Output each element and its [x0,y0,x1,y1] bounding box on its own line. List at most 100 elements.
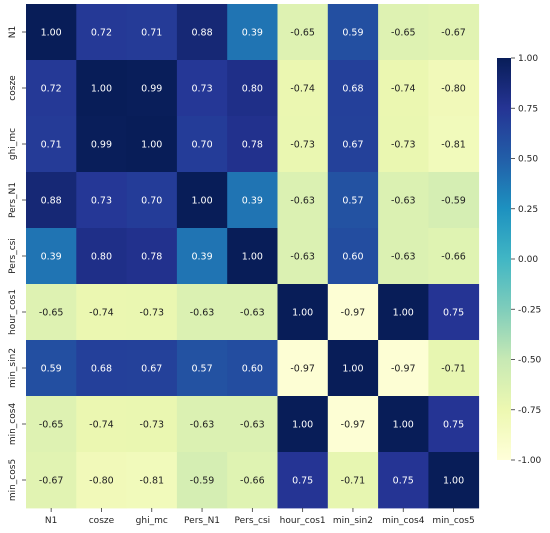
heatmap-cell-label: 0.78 [141,252,162,263]
heatmap-cell-label: 1.00 [191,196,212,207]
heatmap-cell-label: -0.74 [391,84,416,95]
x-tick-label: min_cos5 [432,516,474,526]
heatmap-cell-label: 0.60 [342,252,363,263]
heatmap-cell [428,4,480,61]
heatmap-cell-label: 0.73 [191,84,212,95]
heatmap-cell-label: 0.59 [342,28,363,39]
heatmap-cell [26,452,77,509]
heatmap-cell [126,172,178,229]
heatmap-cell [227,284,278,341]
colorbar-tick-label: -1.00 [518,456,542,466]
x-tick-label: ghi_mc [136,516,168,526]
heatmap-cell [176,284,228,341]
heatmap-cell [76,396,127,453]
x-tick-label: N1 [45,516,57,526]
heatmap-cell-label: 0.67 [141,364,162,375]
heatmap-cell [227,172,278,229]
y-tick-label: min_sin2 [8,348,18,388]
heatmap-cell-label: 0.59 [41,364,62,375]
heatmap-cell-label: -0.66 [441,252,466,263]
heatmap-cell [227,452,278,509]
heatmap-cell [277,4,329,61]
heatmap-cell-label: -0.63 [240,308,265,319]
heatmap-cell-label: 0.39 [191,252,212,263]
heatmap-cell-label: -0.65 [391,28,416,39]
heatmap-cell [227,116,278,173]
heatmap-cell-label: 1.00 [342,364,363,375]
heatmap-cell-label: 1.00 [242,252,263,263]
heatmap-cell [176,396,228,453]
colorbar-tick-label: -0.25 [518,305,541,315]
heatmap-cell-label: 0.73 [91,196,112,207]
heatmap-cell [26,284,77,341]
y-tick-label: min_cos5 [8,459,18,501]
heatmap-cell [277,172,329,229]
heatmap-cell-label: 0.39 [242,28,263,39]
y-tick-label: N1 [8,26,18,38]
heatmap-cell-label: -0.97 [391,364,416,375]
heatmap-cell [76,4,127,61]
heatmap-cell-label: 0.67 [342,140,363,151]
heatmap-cell-label: -0.65 [39,420,64,431]
heatmap-cell [378,452,429,509]
heatmap-cell-label: -0.59 [190,476,215,487]
heatmap-cell [428,396,480,453]
heatmap-cell-label: -0.63 [190,308,215,319]
heatmap-cell-label: -0.97 [290,364,315,375]
heatmap-cell [277,228,329,285]
heatmap-cell-label: -0.73 [290,140,315,151]
heatmap-cell-label: 1.00 [443,476,464,487]
heatmap-cell-label: -0.81 [441,140,466,151]
heatmap-cell [378,284,429,341]
heatmap-cell-label: 1.00 [91,84,112,95]
heatmap-cell [76,340,127,397]
heatmap-cell [227,60,278,117]
heatmap-cell [378,172,429,229]
heatmap-cell [428,284,480,341]
heatmap-cell-label: 0.72 [41,84,62,95]
heatmap-cell [26,340,77,397]
heatmap-cell-label: -0.74 [290,84,315,95]
heatmap-cell [327,172,379,229]
heatmap-cell-label: 0.70 [191,140,212,151]
x-tick-label: min_sin2 [333,516,373,526]
heatmap-cell-label: -0.80 [441,84,466,95]
heatmap-cell-label: 0.72 [91,28,112,39]
heatmap-cell-label: 0.39 [41,252,62,263]
heatmap-cell [176,116,228,173]
colorbar-gradient [497,58,511,460]
colorbar-tick-label: 1.00 [518,54,538,64]
heatmap-cell-label: 0.60 [242,364,263,375]
heatmap-cell-label: 0.75 [443,308,464,319]
heatmap-cell [428,452,480,509]
heatmap-cell-label: 0.88 [191,28,212,39]
heatmap-cell-label: 0.99 [91,140,112,151]
heatmap-cell [227,340,278,397]
heatmap-cell [327,284,379,341]
heatmap-cell-label: -0.63 [240,420,265,431]
heatmap-cell-label: 0.57 [342,196,363,207]
heatmap-cell-label: -0.74 [89,308,114,319]
x-axis-tick-labels: N1 cosze ghi_mc Pers_N1 Pers_csi hour_cos1 min… [45,508,475,526]
heatmap-cell [428,116,480,173]
heatmap-cell [76,284,127,341]
heatmap-cell-label: 0.71 [141,28,162,39]
heatmap-cell-label: -0.74 [89,420,114,431]
heatmap-cell-label: -0.63 [190,420,215,431]
heatmap-cell [327,228,379,285]
heatmap-cell [277,340,329,397]
heatmap-cell [76,228,127,285]
heatmap-cell [26,116,77,173]
heatmap-cell [327,340,379,397]
heatmap-cell [176,172,228,229]
heatmap-cell [126,4,178,61]
heatmap-cell [378,340,429,397]
heatmap-cell-label: -0.73 [391,140,416,151]
colorbar-tick-label: 0.25 [518,205,538,215]
heatmap-cell [26,228,77,285]
heatmap-cell [26,4,77,61]
colorbar-tick-label: -0.75 [518,406,541,416]
heatmap-cell-label: -0.63 [391,196,416,207]
heatmap-cell-label: -0.71 [441,364,466,375]
